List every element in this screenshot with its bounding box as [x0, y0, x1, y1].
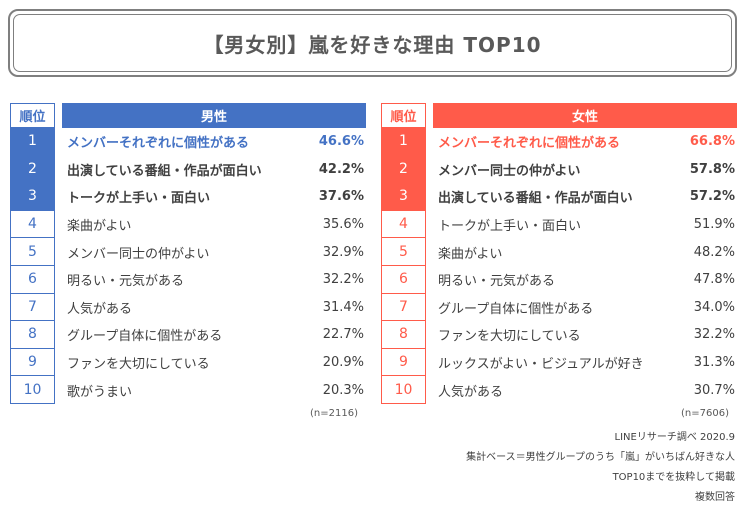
male-reason-row: 明るい・元気がある 32.2% [62, 266, 366, 294]
male-rank-cell: 7 [10, 293, 55, 322]
female-reason-row: 楽曲がよい 48.2% [433, 238, 737, 266]
male-reason-row: 歌がうまい 20.3% [62, 376, 366, 404]
male-rank-cell: 10 [10, 376, 55, 404]
male-header: 男性 [62, 103, 366, 128]
female-reason-label: 出演している番組・作品が面白い [438, 191, 633, 207]
male-reason-label: ファンを大切にしている [67, 357, 210, 373]
female-reason-percent: 34.0% [693, 299, 735, 315]
female-rank-column: 順位 1 2 3 4 5 6 7 8 9 10 [381, 103, 426, 404]
page-title: 【男女別】嵐を好きな理由 TOP10 [13, 14, 732, 72]
female-rank-cell: 1 [381, 128, 426, 156]
male-rank-cell: 1 [10, 128, 55, 156]
female-reason-row: グループ自体に個性がある 34.0% [433, 294, 737, 322]
female-rank-header: 順位 [381, 103, 426, 128]
female-reason-label: トークが上手い・面白い [438, 219, 582, 235]
male-reason-row: 楽曲がよい 35.6% [62, 211, 366, 239]
female-reason-label: 明るい・元気がある [438, 274, 556, 290]
female-rank-cell: 8 [381, 321, 426, 349]
male-rank-header: 順位 [10, 103, 55, 128]
female-reason-column: 女性 メンバーそれぞれに個性がある 66.8% メンバー同士の仲がよい 57.8% 出演… [433, 103, 737, 404]
female-reason-label: 人気がある [438, 384, 504, 400]
female-reason-label: ファンを大切にしている [438, 329, 581, 345]
male-reason-column: 男性 メンバーそれぞれに個性がある 46.6% 出演している番組・作品が面白い 42.… [62, 103, 366, 404]
male-reason-label: トークが上手い・面白い [67, 191, 211, 207]
male-reason-label: 出演している番組・作品が面白い [67, 163, 262, 179]
male-reason-percent: 20.3% [322, 382, 364, 398]
female-reason-row: トークが上手い・面白い 51.9% [433, 211, 737, 239]
male-reason-percent: 32.2% [322, 272, 364, 288]
title-frame: 【男女別】嵐を好きな理由 TOP10 [8, 9, 737, 77]
female-rank-cell: 7 [381, 293, 426, 322]
note-line: TOP10までを抜粋して掲載 [612, 472, 735, 483]
note-line: LINEリサーチ調べ 2020.9 [614, 432, 736, 443]
note-line: 集計ベース＝男性グループのうち「嵐」がいちばん好きな人 [466, 452, 735, 463]
male-rank-cell: 3 [10, 183, 55, 211]
female-reason-row: 明るい・元気がある 47.8% [433, 266, 737, 294]
female-rank-cell: 2 [381, 155, 426, 184]
female-reason-label: メンバー同士の仲がよい [438, 163, 581, 179]
male-reason-percent: 20.9% [322, 355, 364, 371]
male-reason-label: 楽曲がよい [67, 219, 132, 235]
male-reason-percent: 22.7% [322, 327, 364, 343]
male-reason-label: グループ自体に個性がある [67, 329, 223, 345]
note-line: 複数回答 [695, 492, 735, 503]
female-reason-percent: 57.8% [689, 161, 735, 177]
male-rank-cell: 8 [10, 321, 55, 349]
female-reason-row: 人気がある 30.7% [433, 376, 737, 404]
male-reason-row: 出演している番組・作品が面白い 42.2% [62, 156, 366, 184]
female-reason-percent: 32.2% [693, 327, 735, 343]
female-reason-percent: 48.2% [693, 244, 735, 260]
male-reason-label: メンバー同士の仲がよい [67, 246, 210, 262]
female-reason-label: ルックスがよい・ビジュアルが好き [438, 357, 644, 373]
source-notes: LINEリサーチ調べ 2020.9 集計ベース＝男性グループのうち「嵐」がいちば… [466, 428, 735, 508]
male-reason-label: 人気がある [67, 301, 133, 317]
female-reason-percent: 30.7% [693, 382, 735, 398]
female-rank-cell: 5 [381, 238, 426, 266]
male-reason-row: メンバー同士の仲がよい 32.9% [62, 238, 366, 266]
female-reason-percent: 31.3% [693, 355, 735, 371]
male-reason-row: メンバーそれぞれに個性がある 46.6% [62, 128, 366, 156]
female-reason-label: グループ自体に個性がある [438, 301, 594, 317]
male-reason-label: 歌がうまい [67, 384, 133, 400]
male-reason-percent: 32.9% [322, 244, 364, 260]
male-rank-cell: 6 [10, 265, 55, 294]
female-rank-cell: 6 [381, 265, 426, 294]
female-sample-size: (n=7606) [681, 408, 729, 419]
male-reason-row: ファンを大切にしている 20.9% [62, 349, 366, 377]
male-sample-size: (n=2116) [310, 408, 358, 419]
male-reason-row: 人気がある 31.4% [62, 294, 366, 322]
male-reason-percent: 42.2% [318, 161, 364, 177]
female-rank-cell: 4 [381, 210, 426, 239]
male-rank-cell: 5 [10, 238, 55, 266]
male-reason-percent: 35.6% [322, 217, 364, 233]
female-rank-cell: 10 [381, 376, 426, 404]
female-reason-percent: 47.8% [693, 272, 735, 288]
male-reason-percent: 31.4% [322, 299, 364, 315]
female-rank-cell: 3 [381, 183, 426, 211]
female-reason-label: メンバーそれぞれに個性がある [438, 136, 621, 152]
male-reason-row: トークが上手い・面白い 37.6% [62, 183, 366, 211]
female-header: 女性 [433, 103, 737, 128]
female-reason-percent: 66.8% [689, 134, 735, 150]
male-reason-percent: 37.6% [318, 189, 364, 205]
male-reason-label: メンバーそれぞれに個性がある [67, 136, 250, 152]
male-rank-cell: 4 [10, 210, 55, 239]
female-reason-row: ファンを大切にしている 32.2% [433, 321, 737, 349]
female-reason-row: ルックスがよい・ビジュアルが好き 31.3% [433, 349, 737, 377]
female-rank-cell: 9 [381, 348, 426, 377]
female-reason-percent: 51.9% [693, 217, 735, 233]
female-reason-percent: 57.2% [689, 189, 735, 205]
male-rank-column: 順位 1 2 3 4 5 6 7 8 9 10 [10, 103, 55, 404]
female-reason-row: 出演している番組・作品が面白い 57.2% [433, 183, 737, 211]
male-reason-percent: 46.6% [318, 134, 364, 150]
male-rank-cell: 9 [10, 348, 55, 377]
female-reason-row: メンバー同士の仲がよい 57.8% [433, 156, 737, 184]
male-reason-label: 明るい・元気がある [67, 274, 185, 290]
male-reason-row: グループ自体に個性がある 22.7% [62, 321, 366, 349]
female-reason-row: メンバーそれぞれに個性がある 66.8% [433, 128, 737, 156]
male-rank-cell: 2 [10, 155, 55, 184]
female-reason-label: 楽曲がよい [438, 246, 503, 262]
